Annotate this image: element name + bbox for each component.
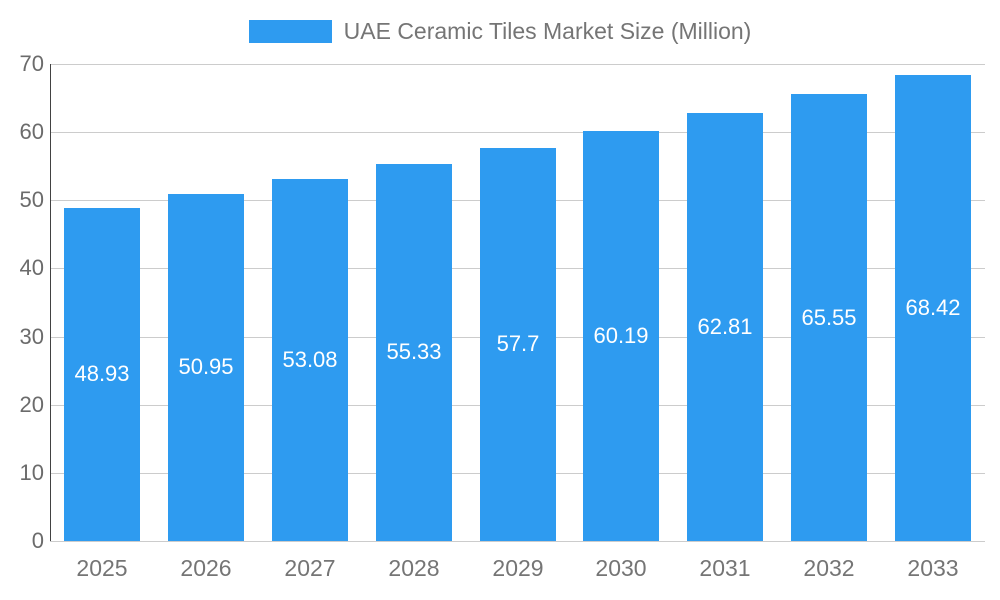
bar-2026[interactable]: 50.95 (168, 194, 244, 541)
bar-2032[interactable]: 65.55 (791, 94, 867, 541)
bar-value-label: 57.7 (496, 331, 540, 356)
y-tick-label: 20 (19, 392, 44, 417)
legend-swatch (248, 20, 332, 43)
y-tick-label: 70 (19, 51, 44, 76)
gridline-y-0 (50, 541, 985, 542)
bar-2030[interactable]: 60.19 (583, 131, 659, 541)
y-axis-line (50, 64, 51, 541)
bar-value-label: 65.55 (801, 305, 857, 330)
y-tick-label: 40 (19, 255, 44, 280)
x-tick-label: 2030 (595, 555, 647, 581)
x-tick-label: 2029 (492, 555, 544, 581)
x-tick-label: 2028 (388, 555, 440, 581)
bar-2029[interactable]: 57.7 (480, 148, 556, 541)
chart-legend: UAE Ceramic Tiles Market Size (Million) (0, 18, 1000, 45)
legend-label: UAE Ceramic Tiles Market Size (Million) (343, 18, 752, 44)
x-tick-label: 2033 (907, 555, 959, 581)
bar-value-label: 60.19 (593, 323, 649, 348)
x-tick-label: 2027 (284, 555, 336, 581)
y-tick-label: 50 (19, 187, 44, 212)
bar-value-label: 50.95 (178, 354, 234, 379)
bar-2031[interactable]: 62.81 (687, 113, 763, 541)
y-tick-label: 10 (19, 460, 44, 485)
x-tick-label: 2032 (803, 555, 855, 581)
x-tick-label: 2026 (180, 555, 232, 581)
y-tick-label: 60 (19, 119, 44, 144)
bar-value-label: 62.81 (697, 314, 753, 339)
bar-2028[interactable]: 55.33 (376, 164, 452, 541)
bar-value-label: 55.33 (386, 339, 442, 364)
bar-value-label: 68.42 (905, 295, 961, 320)
y-tick-label: 0 (31, 528, 44, 553)
x-tick-label: 2031 (699, 555, 751, 581)
bar-value-label: 48.93 (74, 361, 130, 386)
bar-value-label: 53.08 (282, 347, 338, 372)
x-tick-label: 2025 (76, 555, 128, 581)
y-tick-label: 30 (19, 324, 44, 349)
bar-2033[interactable]: 68.42 (895, 75, 971, 541)
bar-2027[interactable]: 53.08 (272, 179, 348, 541)
gridline-y-70 (50, 64, 985, 65)
bar-2025[interactable]: 48.93 (64, 208, 140, 541)
gridline-y-60 (50, 132, 985, 133)
